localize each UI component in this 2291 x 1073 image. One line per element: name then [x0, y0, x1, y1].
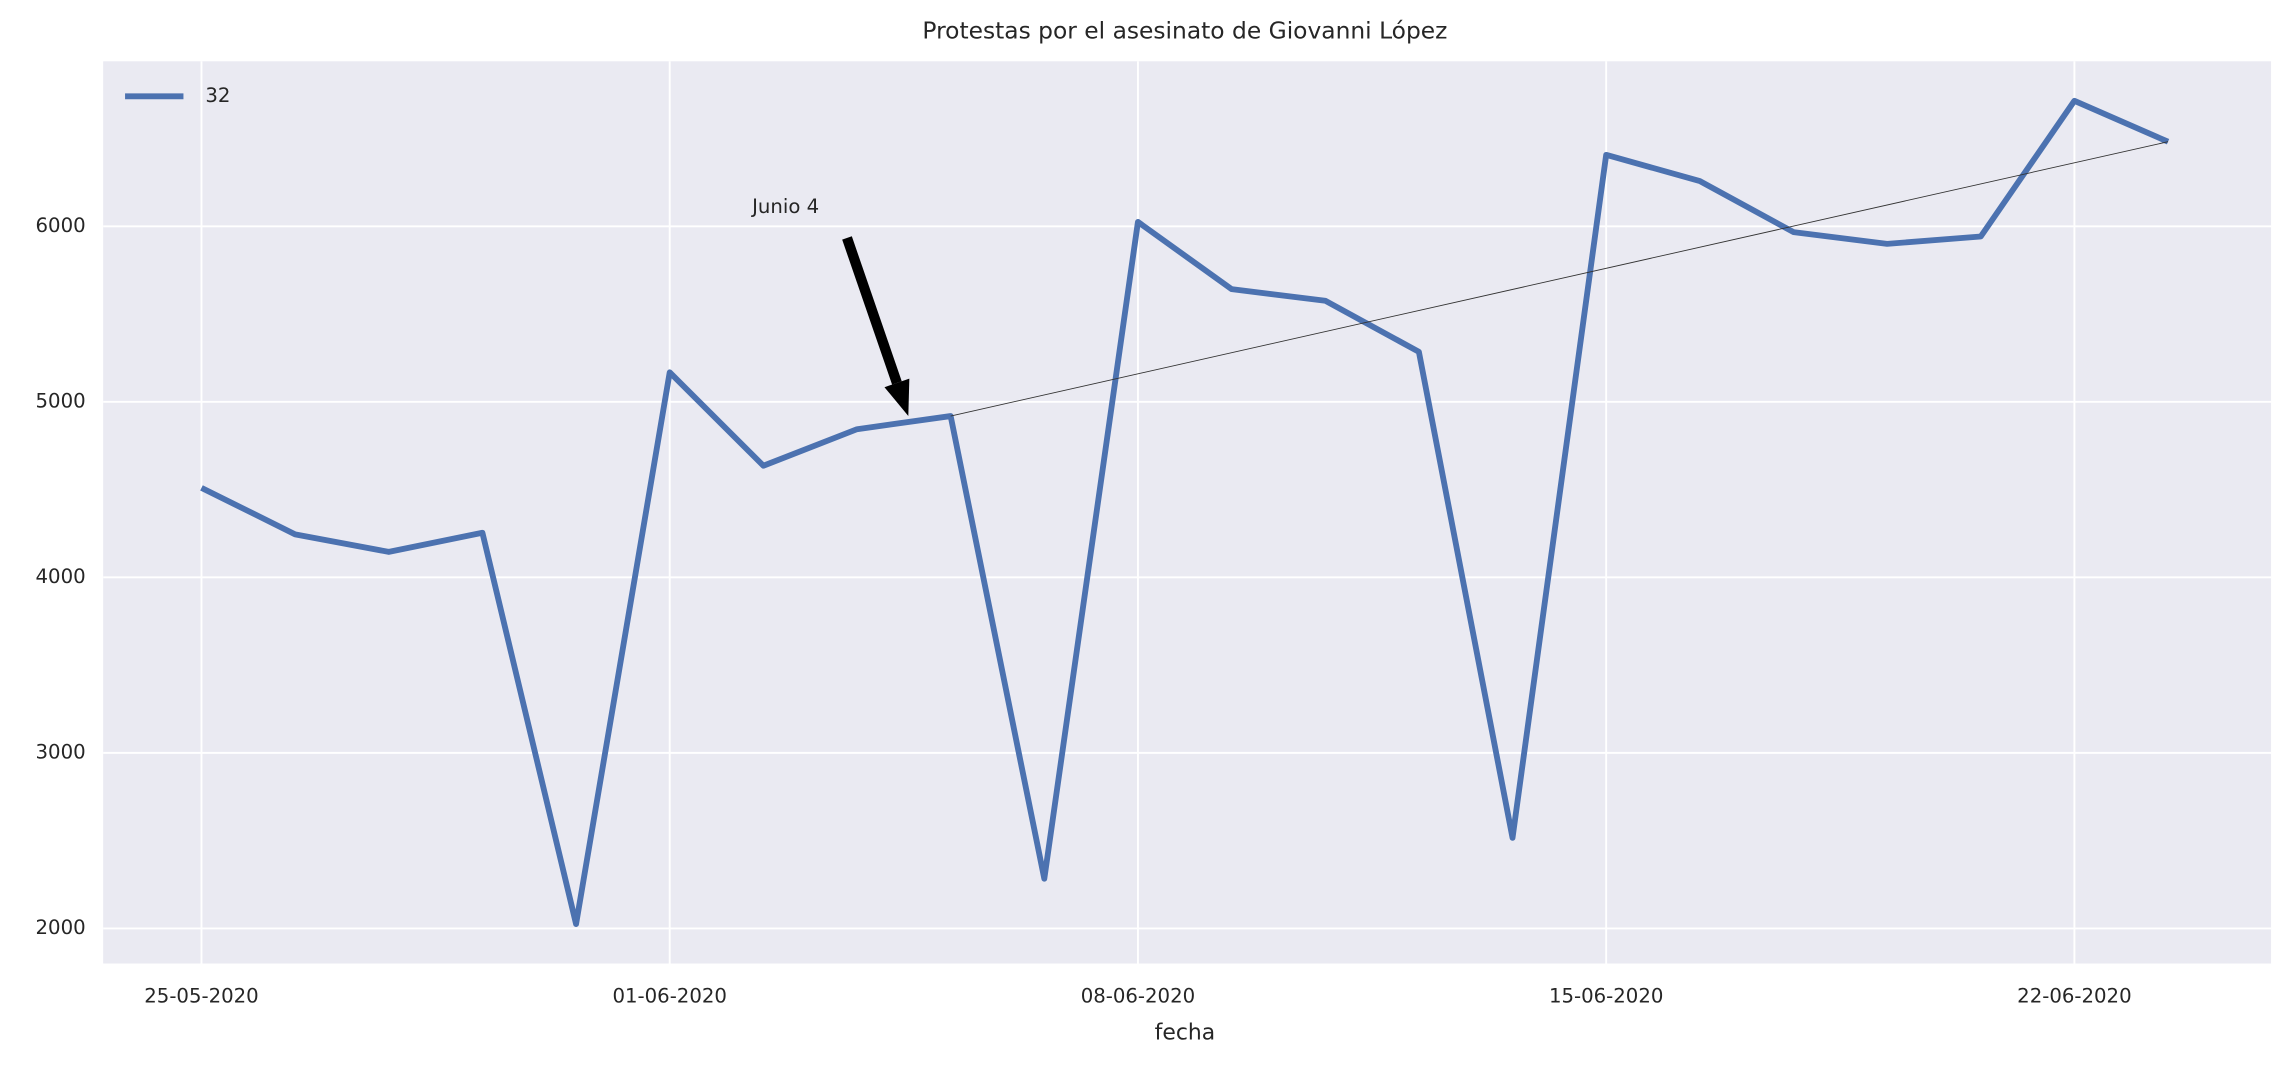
chart-title: Protestas por el asesinato de Giovanni L…: [922, 17, 1447, 45]
arrow-shaft: [842, 236, 902, 385]
trend-line: [950, 141, 2169, 417]
legend-label: 32: [205, 84, 230, 107]
x-axis-label: fecha: [1155, 1021, 1215, 1046]
y-tick-label: 4000: [36, 565, 86, 588]
annotation-text: Junio 4: [750, 195, 819, 218]
x-tick-label: 15-06-2020: [1549, 985, 1663, 1008]
arrow-head: [884, 378, 910, 417]
x-tick-label: 22-06-2020: [2017, 985, 2131, 1008]
y-tick-label: 3000: [36, 740, 86, 763]
y-tick-label: 5000: [36, 389, 86, 412]
y-tick-label: 6000: [36, 214, 86, 237]
x-tick-label: 25-05-2020: [144, 985, 258, 1008]
x-tick-label: 08-06-2020: [1081, 985, 1195, 1008]
x-tick-label: 01-06-2020: [613, 985, 727, 1008]
plot-area: [103, 61, 2272, 964]
data-line: [200, 97, 2170, 927]
y-tick-label: 2000: [36, 916, 86, 939]
